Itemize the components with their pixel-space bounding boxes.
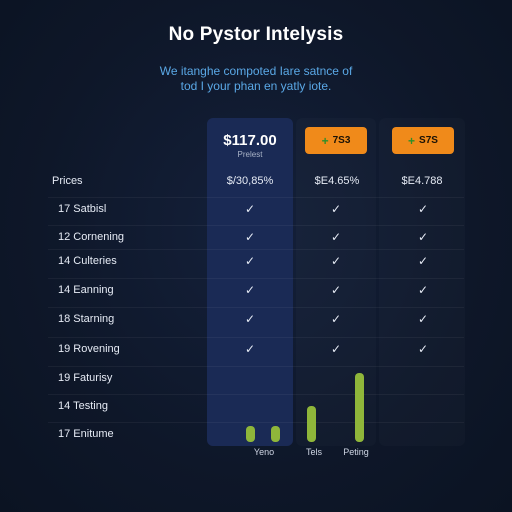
check-icon: ✓	[330, 283, 342, 297]
feature-row-label: 18 Starning	[58, 313, 115, 325]
check-icon: ✓	[417, 230, 429, 244]
price-cell-3: $E4.788	[401, 175, 443, 187]
check-icon: ✓	[330, 342, 342, 356]
feature-row-label: 12 Cornening	[58, 231, 125, 243]
mini-chart-bar	[307, 406, 316, 442]
feature-row-label: 14 Testing	[58, 400, 108, 412]
row-divider	[48, 278, 464, 279]
plan-3-badge-label: S7S	[419, 135, 438, 146]
check-icon: ✓	[244, 254, 256, 268]
highlighted-plan-column[interactable]	[207, 118, 293, 446]
page-subtitle: We itanghe compoted Iare satnce of tod I…	[0, 64, 512, 94]
feature-row-label: 19 Rovening	[58, 343, 120, 355]
feature-row-label: 19 Faturisy	[58, 372, 113, 384]
subtitle-line-1: We itanghe compoted Iare satnce of	[159, 64, 353, 78]
plan-column-3[interactable]	[379, 118, 465, 446]
highlighted-plan-price: $117.00	[223, 132, 277, 149]
mini-chart-label: Peting	[343, 447, 369, 457]
check-icon: ✓	[330, 254, 342, 268]
plan-2-badge-button[interactable]: + 7S3	[305, 127, 367, 154]
mini-chart-bar	[246, 426, 255, 442]
plus-icon: +	[321, 133, 329, 148]
check-icon: ✓	[330, 230, 342, 244]
check-icon: ✓	[417, 342, 429, 356]
check-icon: ✓	[330, 312, 342, 326]
check-icon: ✓	[417, 283, 429, 297]
check-icon: ✓	[244, 283, 256, 297]
check-icon: ✓	[330, 202, 342, 216]
price-cell-1: $/30,85%	[226, 175, 274, 187]
page-title: No Pystor Intelysis	[168, 24, 344, 45]
feature-row-label: 14 Eanning	[58, 284, 114, 296]
row-divider	[48, 394, 464, 395]
price-cell-2: $E4.65%	[314, 175, 360, 187]
check-icon: ✓	[417, 312, 429, 326]
check-icon: ✓	[417, 202, 429, 216]
plan-3-badge-button[interactable]: + S7S	[392, 127, 454, 154]
subtitle-line-2: tod I your phan en yatly iote.	[180, 79, 332, 93]
row-divider	[48, 197, 464, 198]
row-divider	[48, 422, 464, 423]
check-icon: ✓	[244, 342, 256, 356]
check-icon: ✓	[417, 254, 429, 268]
row-divider	[48, 225, 464, 226]
check-icon: ✓	[244, 312, 256, 326]
row-divider	[48, 249, 464, 250]
highlighted-plan-subtitle: Prelest	[237, 150, 263, 159]
prices-row-label: Prices	[52, 175, 83, 187]
feature-row-label: 17 Enitume	[58, 428, 114, 440]
mini-chart-bar	[355, 373, 364, 442]
mini-chart-bar	[271, 426, 280, 442]
row-divider	[48, 337, 464, 338]
check-icon: ✓	[244, 202, 256, 216]
row-divider	[48, 366, 464, 367]
plan-2-badge-label: 7S3	[332, 135, 351, 146]
mini-chart-label: Yeno	[253, 447, 275, 457]
feature-row-label: 17 Satbisl	[58, 203, 107, 215]
row-divider	[48, 307, 464, 308]
feature-row-label: 14 Culteries	[58, 255, 117, 267]
mini-chart-label: Tels	[305, 447, 322, 457]
plus-icon: +	[408, 133, 416, 148]
plan-column-2[interactable]	[296, 118, 376, 446]
check-icon: ✓	[244, 230, 256, 244]
